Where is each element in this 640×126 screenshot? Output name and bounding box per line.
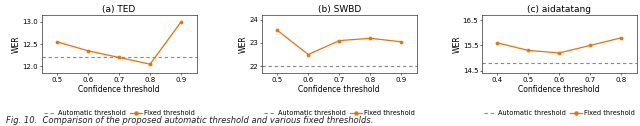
Legend: Automatic threshold, Fixed threshold: Automatic threshold, Fixed threshold — [44, 110, 195, 116]
Legend: Automatic threshold, Fixed threshold: Automatic threshold, Fixed threshold — [264, 110, 415, 116]
Y-axis label: WER: WER — [239, 35, 248, 53]
Title: (a) TED: (a) TED — [102, 5, 136, 14]
Y-axis label: WER: WER — [12, 35, 21, 53]
Title: (b) SWBD: (b) SWBD — [317, 5, 361, 14]
Text: Fig. 10.  Comparison of the proposed automatic threshold and various fixed thres: Fig. 10. Comparison of the proposed auto… — [6, 116, 374, 125]
Y-axis label: WER: WER — [452, 35, 461, 53]
X-axis label: Confidence threshold: Confidence threshold — [518, 85, 600, 94]
Title: (c) aidatatang: (c) aidatatang — [527, 5, 591, 14]
Legend: Automatic threshold, Fixed threshold: Automatic threshold, Fixed threshold — [484, 110, 635, 116]
X-axis label: Confidence threshold: Confidence threshold — [298, 85, 380, 94]
X-axis label: Confidence threshold: Confidence threshold — [78, 85, 160, 94]
